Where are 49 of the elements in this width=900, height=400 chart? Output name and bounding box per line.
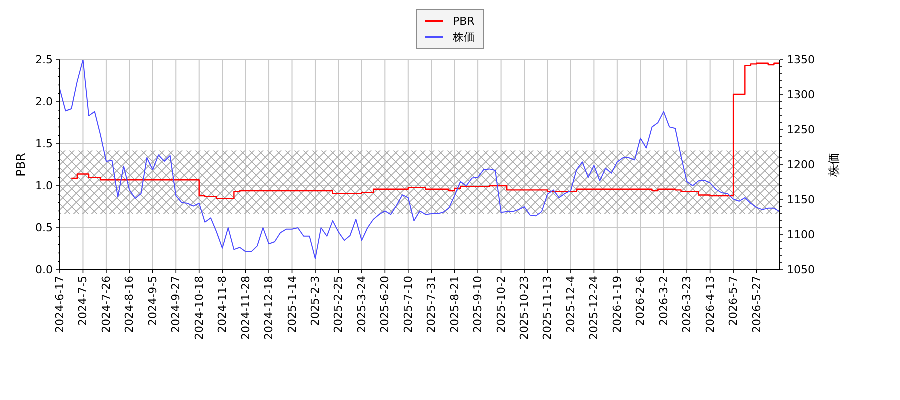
y2-tick-label: 1350 [787,54,815,66]
x-tick-label: 2025-7-10 [402,276,415,333]
y-tick-label: 2.5 [36,54,53,66]
x-tick-label: 2024-10-18 [192,276,206,340]
x-tick-label: 2024-9-27 [170,276,183,333]
x-tick-label: 2026-3-23 [680,276,694,333]
x-tick-label: 2025-1-14 [286,276,299,333]
x-tick-label: 2025-12-24 [588,276,601,340]
x-tick-label: 2025-12-4 [564,276,578,333]
y2-axis-title: 株価 [827,153,841,178]
x-tick-label: 2024-9-5 [146,276,160,326]
y2-tick-label: 1300 [787,88,815,102]
x-tick-label: 2026-1-19 [610,276,624,333]
legend-label: PBR [453,14,475,28]
x-tick-label: 2026-5-27 [750,276,764,333]
x-tick-label: 2024-8-16 [123,276,136,333]
x-tick-label: 2025-6-20 [378,276,392,333]
y-tick-label: 2.0 [36,96,53,108]
x-tick-label: 2025-10-23 [518,276,532,340]
y2-tick-label: 1250 [787,124,815,136]
y-tick-label: 0.0 [36,264,53,276]
x-tick-label: 2025-7-31 [425,276,438,333]
x-tick-label: 2025-8-21 [448,276,462,333]
y-tick-label: 1.0 [36,180,53,192]
y2-tick-label: 1100 [787,228,815,242]
x-tick-label: 2026-5-7 [727,276,740,326]
x-tick-label: 2024-7-5 [76,276,90,326]
x-tick-label: 2025-2-25 [332,276,346,333]
x-tick-label: 2025-10-2 [494,276,508,333]
y2-tick-label: 1200 [787,158,815,172]
x-tick-label: 2026-2-6 [634,276,648,326]
x-tick-label: 2024-6-17 [54,276,66,333]
x-tick-label: 2025-11-13 [541,276,554,340]
y-axis-title: PBR [14,153,28,177]
x-tick-label: 2026-3-2 [657,276,670,326]
y2-tick-label: 1150 [787,194,815,206]
y2-tick-label: 1050 [787,264,815,276]
y-tick-label: 1.5 [36,138,53,150]
x-tick-label: 2024-11-28 [239,276,252,340]
x-tick-label: 2024-11-8 [216,276,230,333]
x-tick-label: 2024-12-18 [262,276,276,340]
x-tick-label: 2025-2-3 [308,276,322,326]
legend-label: 株価 [453,30,475,44]
x-tick-label: 2025-9-10 [472,276,485,333]
line-series [60,60,780,260]
x-tick-label: 2024-7-26 [100,276,113,333]
x-tick-label: 2026-4-13 [704,276,717,333]
x-tick-label: 2025-3-24 [355,276,368,333]
y-tick-label: 0.5 [36,222,53,234]
